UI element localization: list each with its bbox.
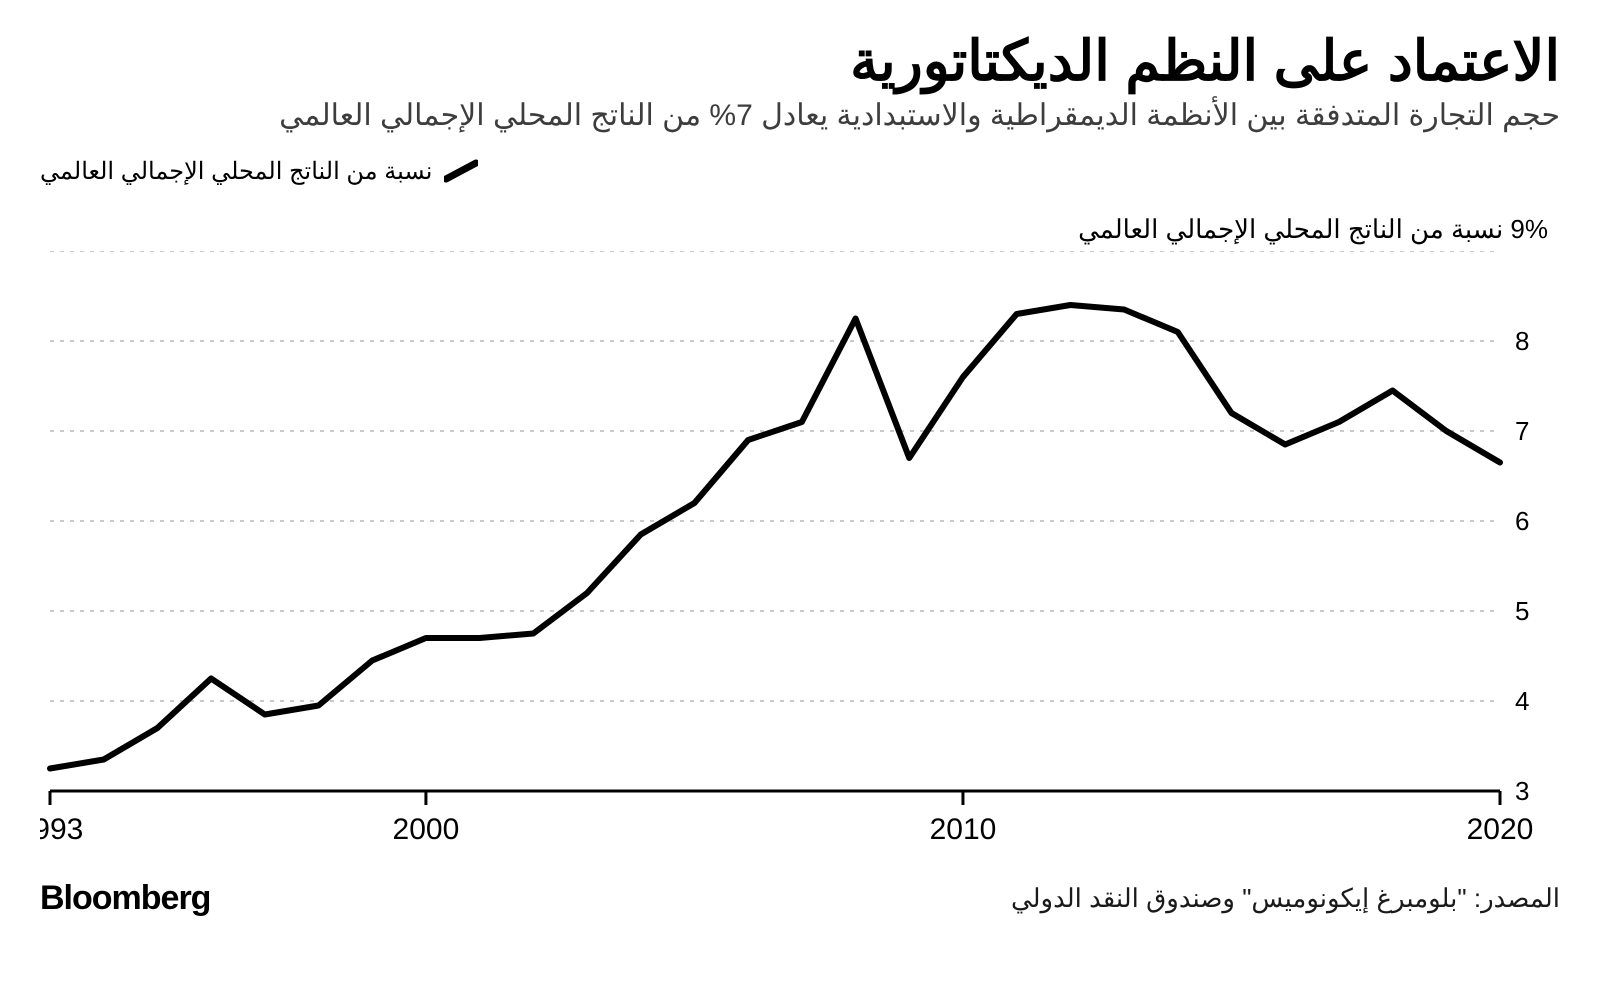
chart-title: الاعتماد على النظم الديكتاتورية [40,30,1560,92]
brand-logo: Bloomberg [40,879,210,918]
chart-subtitle: حجم التجارة المتدفقة بين الأنظمة الديمقر… [40,98,1560,133]
svg-text:2000: 2000 [393,813,460,841]
y-axis-title: 9% نسبة من الناتج المحلي الإجمالي العالم… [40,214,1560,245]
svg-text:8: 8 [1515,326,1529,356]
svg-text:6: 6 [1515,506,1529,536]
svg-text:1993: 1993 [40,813,83,841]
legend: نسبة من الناتج المحلي الإجمالي العالمي [40,157,1560,186]
svg-text:7: 7 [1515,416,1529,446]
svg-text:4: 4 [1515,686,1529,716]
svg-text:2020: 2020 [1467,813,1534,841]
chart-area: 1993 2000 2010 2020 3 4 5 6 7 8 [40,251,1560,841]
source-text: المصدر: "بلومبرغ إيكونوميس" وصندوق النقد… [1011,883,1560,914]
svg-text:2010: 2010 [930,813,997,841]
legend-label: نسبة من الناتج المحلي الإجمالي العالمي [40,157,432,186]
line-chart-svg: 1993 2000 2010 2020 3 4 5 6 7 8 [40,251,1560,841]
svg-text:3: 3 [1515,776,1529,806]
legend-swatch-icon [444,159,478,183]
svg-text:5: 5 [1515,596,1529,626]
